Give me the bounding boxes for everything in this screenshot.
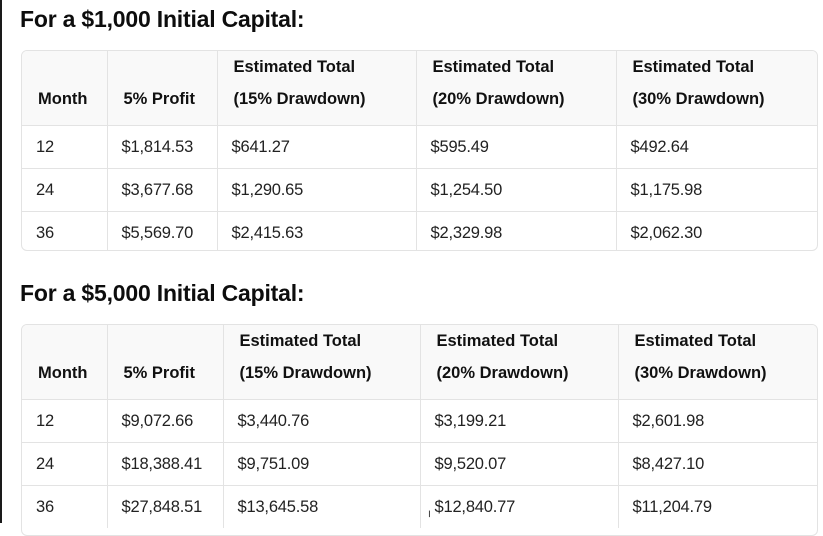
header-dd20-line2: (20% Drawdown) — [432, 90, 565, 108]
header-dd30: Estimated Total (30% Drawdown) — [618, 325, 817, 400]
cell-dd30: $2,062.30 — [630, 223, 703, 242]
table-row: 12 $9,072.66 $3,440.76 $3,199.21 $2,601.… — [22, 399, 817, 443]
cell-dd15: $641.27 — [217, 125, 417, 169]
text-cursor-icon: ╵ — [426, 512, 433, 524]
header-profit: 5% Profit — [107, 51, 218, 126]
header-dd30: Estimated Total (30% Drawdown) — [616, 51, 817, 126]
table-header-row: Month 5% Profit Estimated Total (15% Draw… — [22, 325, 817, 400]
cell-dd15: $3,440.76 — [223, 399, 421, 443]
cell-dd30: $8,427.10 — [618, 442, 817, 486]
header-dd20-line2: (20% Drawdown) — [436, 364, 569, 382]
table-row: 24 $18,388.41 $9,751.09 $9,520.07 $8,427… — [22, 442, 817, 486]
header-profit: 5% Profit — [107, 325, 224, 400]
header-dd15: Estimated Total (15% Drawdown) — [223, 325, 421, 400]
cell-month: 36 — [22, 485, 108, 528]
cell-profit: $3,677.68 — [107, 168, 218, 212]
cell-profit: $9,072.66 — [107, 399, 224, 443]
section-title-5000: For a $5,000 Initial Capital: — [20, 280, 305, 306]
table-header-row: Month 5% Profit Estimated Total (15% Draw… — [22, 51, 817, 126]
header-dd15: Estimated Total (15% Drawdown) — [217, 51, 417, 126]
table-row: 36 $27,848.51 $13,645.58 $12,840.77 $11,… — [22, 485, 817, 528]
table-row: 36 $5,569.70 $2,415.63 $2,329.98 $2,062.… — [22, 211, 817, 250]
section-title-1000: For a $1,000 Initial Capital: — [20, 6, 305, 32]
header-month: Month — [22, 51, 108, 126]
header-dd20-line1: Estimated Total — [432, 58, 555, 76]
cell-dd15: $2,415.63 — [217, 211, 417, 250]
header-dd30-line2: (30% Drawdown) — [634, 364, 767, 382]
cell-dd15: $1,290.65 — [217, 168, 417, 212]
header-dd20-line1: Estimated Total — [436, 332, 559, 350]
left-edge-rule — [0, 0, 2, 523]
header-dd20: Estimated Total (20% Drawdown) — [416, 51, 617, 126]
cell-profit: $5,569.70 — [107, 211, 218, 250]
header-dd15-line1: Estimated Total — [239, 332, 362, 350]
header-dd15-line2: (15% Drawdown) — [233, 90, 366, 108]
cell-month: 12 — [22, 125, 108, 169]
cell-dd30: $492.64 — [616, 125, 817, 169]
cell-dd20: $12,840.77 — [420, 485, 619, 528]
header-dd15-line1: Estimated Total — [233, 58, 356, 76]
cell-month: 24 — [22, 168, 108, 212]
cell-profit: $27,848.51 — [107, 485, 224, 528]
cell-dd30: $1,175.98 — [616, 168, 817, 212]
cell-month: 12 — [22, 399, 108, 443]
cell-profit: $18,388.41 — [107, 442, 224, 486]
header-dd15-line2: (15% Drawdown) — [239, 364, 372, 382]
cell-profit: $1,814.53 — [107, 125, 218, 169]
cell-month: 36 — [22, 211, 108, 250]
cell-dd20: $9,520.07 — [420, 442, 619, 486]
header-dd20: Estimated Total (20% Drawdown) — [420, 325, 619, 400]
cell-dd30: $2,601.98 — [618, 399, 817, 443]
header-dd30-line2: (30% Drawdown) — [632, 90, 765, 108]
table-row: 12 $1,814.53 $641.27 $595.49 $492.64 — [22, 125, 817, 169]
cell-month: 24 — [22, 442, 108, 486]
header-month: Month — [22, 325, 108, 400]
cell-dd20: $2,329.98 — [416, 211, 617, 250]
header-dd30-line1: Estimated Total — [632, 58, 755, 76]
cell-dd20: $3,199.21 — [420, 399, 619, 443]
cell-dd15: $9,751.09 — [223, 442, 421, 486]
cell-dd20: $1,254.50 — [416, 168, 617, 212]
table-1000-capital: Month 5% Profit Estimated Total (15% Draw… — [21, 50, 818, 251]
cell-dd15: $13,645.58 — [223, 485, 421, 528]
cell-dd30: $11,204.79 — [632, 497, 713, 516]
table-5000-capital: Month 5% Profit Estimated Total (15% Draw… — [21, 324, 818, 536]
cell-dd20: $595.49 — [416, 125, 617, 169]
table-row: 24 $3,677.68 $1,290.65 $1,254.50 $1,175.… — [22, 168, 817, 212]
header-dd30-line1: Estimated Total — [634, 332, 757, 350]
